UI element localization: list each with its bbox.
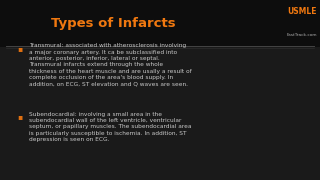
- Text: Types of Infarcts: Types of Infarcts: [51, 17, 176, 30]
- Text: ▪: ▪: [18, 112, 23, 122]
- Text: ▪: ▪: [18, 44, 23, 53]
- Text: USMLE: USMLE: [287, 7, 317, 16]
- FancyBboxPatch shape: [0, 47, 320, 180]
- Text: Transmural: associated with atherosclerosis involving
a major coronary artery. I: Transmural: associated with atherosclero…: [29, 43, 192, 87]
- Text: FastTrack.com: FastTrack.com: [286, 33, 317, 37]
- FancyBboxPatch shape: [0, 0, 320, 47]
- Text: Subendocardial: involving a small area in the
subendocardial wall of the left ve: Subendocardial: involving a small area i…: [29, 112, 191, 142]
